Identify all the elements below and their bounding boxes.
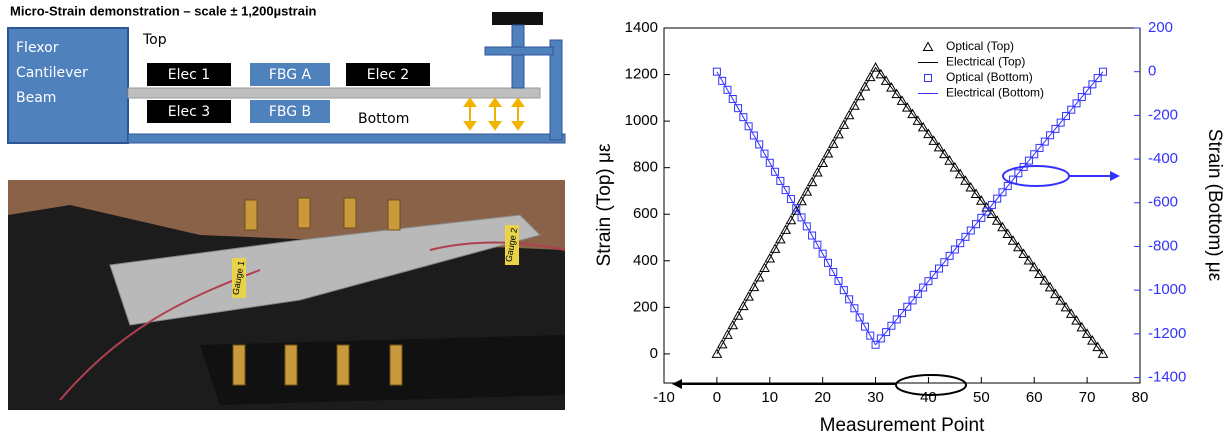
x-tick-label: -10 (653, 389, 675, 406)
annotation-arrowhead (1110, 171, 1120, 181)
x-tick-label: 0 (713, 389, 721, 406)
x-axis-title: Measurement Point (820, 415, 985, 436)
y2-tick-label: -1400 (1148, 369, 1186, 386)
elec-label: Elec 3 (168, 104, 210, 120)
y-tick-label: 1200 (625, 66, 658, 83)
plot-frame (664, 28, 1140, 383)
fbg-label: FBG B (269, 104, 311, 120)
y2-tick-label: -1200 (1148, 325, 1186, 342)
photo: Gauge 1 Gauge 2 (8, 180, 565, 410)
chart: Strain (Top) με Strain (Bottom) με Measu… (594, 19, 1225, 436)
clamp-head (492, 12, 543, 25)
legend-label: Electrical (Bottom) (946, 86, 1044, 100)
y-axis-title: Strain (Top) με (594, 143, 615, 266)
beam-diagram: Micro-Strain demonstration – scale ± 1,2… (8, 3, 565, 143)
y2-tick-label: -400 (1148, 150, 1178, 167)
elec-label: Elec 1 (168, 67, 210, 83)
y-tick-label: 1400 (625, 19, 658, 36)
legend-marker (924, 43, 933, 51)
cantilever (128, 88, 540, 98)
annotations (672, 166, 1120, 395)
legend-label: Electrical (Top) (946, 55, 1025, 69)
load-arrows (465, 99, 523, 129)
x-tick-label: 80 (1132, 389, 1149, 406)
y-tick-label: 0 (650, 345, 658, 362)
diagram-title: Micro-Strain demonstration – scale ± 1,2… (10, 3, 317, 18)
x-tick-label: 60 (1026, 389, 1043, 406)
y2-axis-title: Strain (Bottom) με (1204, 129, 1225, 282)
y2-tick-label: 200 (1148, 19, 1173, 36)
beam-label: Beam (16, 90, 56, 106)
x-tick-label: 10 (761, 389, 778, 406)
annotation-arrowhead (672, 379, 682, 389)
beam-label: Cantilever (16, 65, 88, 81)
clamp-bar (485, 47, 553, 55)
line (717, 72, 1103, 345)
legend: Optical (Top) Electrical (Top)Optical (Bo… (918, 39, 1044, 100)
y-tick-label: 600 (633, 205, 658, 222)
page: Micro-Strain demonstration – scale ± 1,2… (0, 0, 1228, 441)
y-tick-label: 200 (633, 298, 658, 315)
x-tick-label: 50 (973, 389, 990, 406)
y2-tick-label: -1000 (1148, 281, 1186, 298)
x-tick-label: 40 (920, 389, 937, 406)
legend-marker (925, 75, 932, 82)
y-tick-label: 1000 (625, 112, 658, 129)
elec-label: Elec 2 (367, 67, 409, 83)
x-tick-label: 20 (814, 389, 831, 406)
line (717, 68, 1103, 354)
connector-block (200, 335, 565, 405)
y2-tick-label: -600 (1148, 194, 1178, 211)
bottom-label: Bottom (358, 111, 409, 127)
y2-tick-label: -800 (1148, 237, 1178, 254)
beam-label: Flexor (16, 40, 59, 56)
y2-tick-label: -200 (1148, 106, 1178, 123)
y2-tick-label: 0 (1148, 63, 1156, 80)
legend-label: Optical (Bottom) (946, 70, 1033, 84)
fbg-label: FBG A (269, 67, 312, 83)
top-label: Top (142, 32, 167, 48)
y-tick-label: 400 (633, 252, 658, 269)
x-tick-label: 30 (867, 389, 884, 406)
clamp-screw (512, 25, 524, 88)
y-tick-label: 800 (633, 159, 658, 176)
legend-label: Optical (Top) (946, 39, 1014, 53)
base (128, 134, 565, 143)
x-tick-label: 70 (1079, 389, 1096, 406)
